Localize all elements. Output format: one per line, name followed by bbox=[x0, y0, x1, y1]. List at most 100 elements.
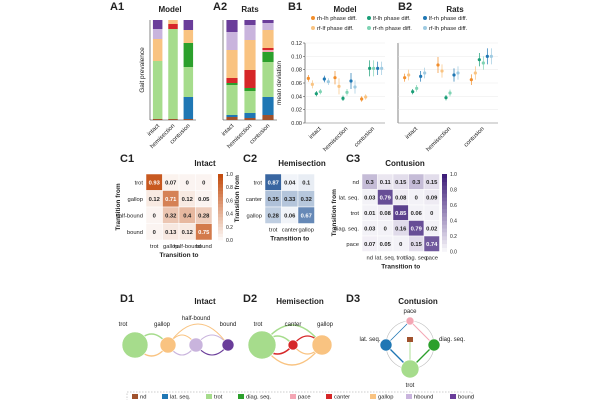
legend-marker bbox=[423, 26, 427, 30]
legend-label: nd bbox=[140, 395, 146, 400]
legend-swatch bbox=[370, 394, 376, 399]
colorbar-step bbox=[442, 220, 447, 225]
heatmap-C2: 0.87 0.04 0.10.35 0.33 0.320.28 0.06 0.67trotc… bbox=[234, 173, 315, 243]
node-label: trot bbox=[406, 383, 415, 389]
heatmap-cell bbox=[423, 235, 440, 252]
panel-title-B1: Model bbox=[333, 5, 356, 14]
colorbar-tick: 0.4 bbox=[450, 219, 457, 225]
graph-node bbox=[311, 334, 333, 356]
colorbar-step bbox=[442, 197, 447, 202]
colorbar-tick: 0.6 bbox=[450, 203, 457, 209]
col-label: gallop bbox=[299, 228, 314, 234]
cell-value: 0.74 bbox=[426, 242, 438, 248]
colorbar-step bbox=[218, 193, 223, 198]
bar-segment-pace bbox=[262, 50, 274, 52]
bar-segment-nd bbox=[183, 119, 194, 120]
data-point bbox=[481, 61, 485, 65]
panel-label-C3: C3 bbox=[346, 153, 360, 165]
colorbar-step bbox=[442, 243, 447, 248]
panel-title-C3: Contusion bbox=[385, 159, 425, 168]
bar-segment-bound bbox=[244, 20, 256, 25]
bar-segment-trot bbox=[244, 91, 256, 113]
colorbar-tick: 0.0 bbox=[450, 250, 457, 256]
row-label: half-bound bbox=[116, 213, 143, 219]
cell-value: 0.32 bbox=[301, 197, 312, 203]
bar-segment-diagseq bbox=[226, 83, 238, 85]
colorbar-step bbox=[442, 208, 447, 214]
colorbar-step bbox=[218, 177, 223, 181]
dot-chart-B1: 0.00 0.02 0.04 0.06 0.08 0.10 0.12 mean deviati… bbox=[276, 41, 385, 153]
colorbar-step bbox=[442, 205, 447, 210]
colorbar-step bbox=[218, 197, 223, 201]
legend-label: diag. seq. bbox=[246, 395, 272, 400]
x-axis-label: Transition to bbox=[381, 264, 420, 271]
x-tick-label: intact bbox=[221, 123, 236, 138]
colorbar-step bbox=[218, 207, 223, 211]
cell-value: 0.06 bbox=[284, 213, 296, 219]
x-tick-label: contusion bbox=[354, 126, 376, 148]
panel-label-A1: A1 bbox=[110, 1, 124, 13]
panel-label-D2: D2 bbox=[243, 293, 257, 305]
colorbar-tick: 0.2 bbox=[450, 234, 457, 240]
data-point bbox=[452, 73, 456, 77]
colorbar-step bbox=[442, 216, 447, 221]
cell-value: 0.32 bbox=[165, 213, 176, 219]
bar-segment-diagseq bbox=[262, 52, 274, 62]
cell-value: 0.71 bbox=[165, 197, 177, 203]
bar-segment-canter bbox=[168, 24, 178, 29]
bar-segment-gallop bbox=[244, 40, 256, 70]
data-point bbox=[322, 77, 326, 81]
cell-value: 0.01 bbox=[364, 211, 376, 217]
x-tick-label: contusion bbox=[463, 126, 485, 148]
cell-value: 0 bbox=[430, 211, 433, 217]
legend-label: trot bbox=[214, 395, 223, 400]
bar-segment-gallop bbox=[262, 30, 274, 48]
bar-segment-hbound bbox=[226, 32, 238, 50]
cell-value: 0 bbox=[153, 213, 156, 219]
y-axis-label: Transition from bbox=[331, 189, 338, 237]
row-label: diag. seq. bbox=[334, 226, 360, 232]
colorbar-tick: 0.6 bbox=[226, 198, 233, 204]
colorbar-tick: 1.0 bbox=[450, 172, 457, 178]
legend-label: lf-lh phase diff. bbox=[373, 16, 411, 22]
legend-marker bbox=[367, 16, 371, 20]
colorbar-step bbox=[442, 181, 447, 186]
cell-value: 0.35 bbox=[268, 197, 280, 203]
colorbar-step bbox=[218, 174, 223, 178]
colorbar-step bbox=[218, 203, 223, 208]
data-point bbox=[360, 97, 364, 101]
graph-node bbox=[221, 338, 235, 352]
colorbar-step bbox=[442, 228, 447, 233]
colorbar-step bbox=[218, 223, 223, 228]
cell-value: 0 bbox=[202, 180, 205, 186]
colorbar-tick: 0.0 bbox=[226, 238, 233, 244]
data-point bbox=[485, 54, 489, 58]
data-point bbox=[333, 76, 337, 80]
graph-node bbox=[400, 359, 420, 379]
colorbar-step bbox=[218, 216, 223, 221]
data-point bbox=[314, 92, 318, 96]
bar-segment-gallop bbox=[152, 39, 163, 61]
data-point bbox=[489, 54, 493, 58]
cell-value: 0.02 bbox=[426, 226, 437, 232]
colorbar-step bbox=[218, 200, 223, 204]
cell-value: 0.15 bbox=[411, 242, 423, 248]
cell-value: 0.79 bbox=[380, 195, 392, 201]
legend-label: lf-rh phase diff. bbox=[429, 16, 468, 22]
x-tick-label: hemisection bbox=[323, 126, 350, 153]
legend-label: pace bbox=[298, 395, 311, 400]
heatmap-cell bbox=[297, 206, 315, 224]
colorbar-step bbox=[442, 185, 447, 190]
legend-label: rh-lh phase diff. bbox=[317, 16, 357, 22]
legend-swatch bbox=[206, 394, 212, 399]
cell-value: 0.12 bbox=[182, 197, 193, 203]
node-label: trot bbox=[254, 322, 263, 328]
graph-node bbox=[121, 331, 149, 359]
data-point bbox=[456, 71, 460, 75]
bar-segment-bound bbox=[226, 20, 238, 32]
colorbar-step bbox=[442, 189, 447, 194]
panel-label-C1: C1 bbox=[120, 153, 134, 165]
cell-value: 0.08 bbox=[395, 195, 407, 201]
bar-segment-hbound bbox=[262, 23, 274, 30]
